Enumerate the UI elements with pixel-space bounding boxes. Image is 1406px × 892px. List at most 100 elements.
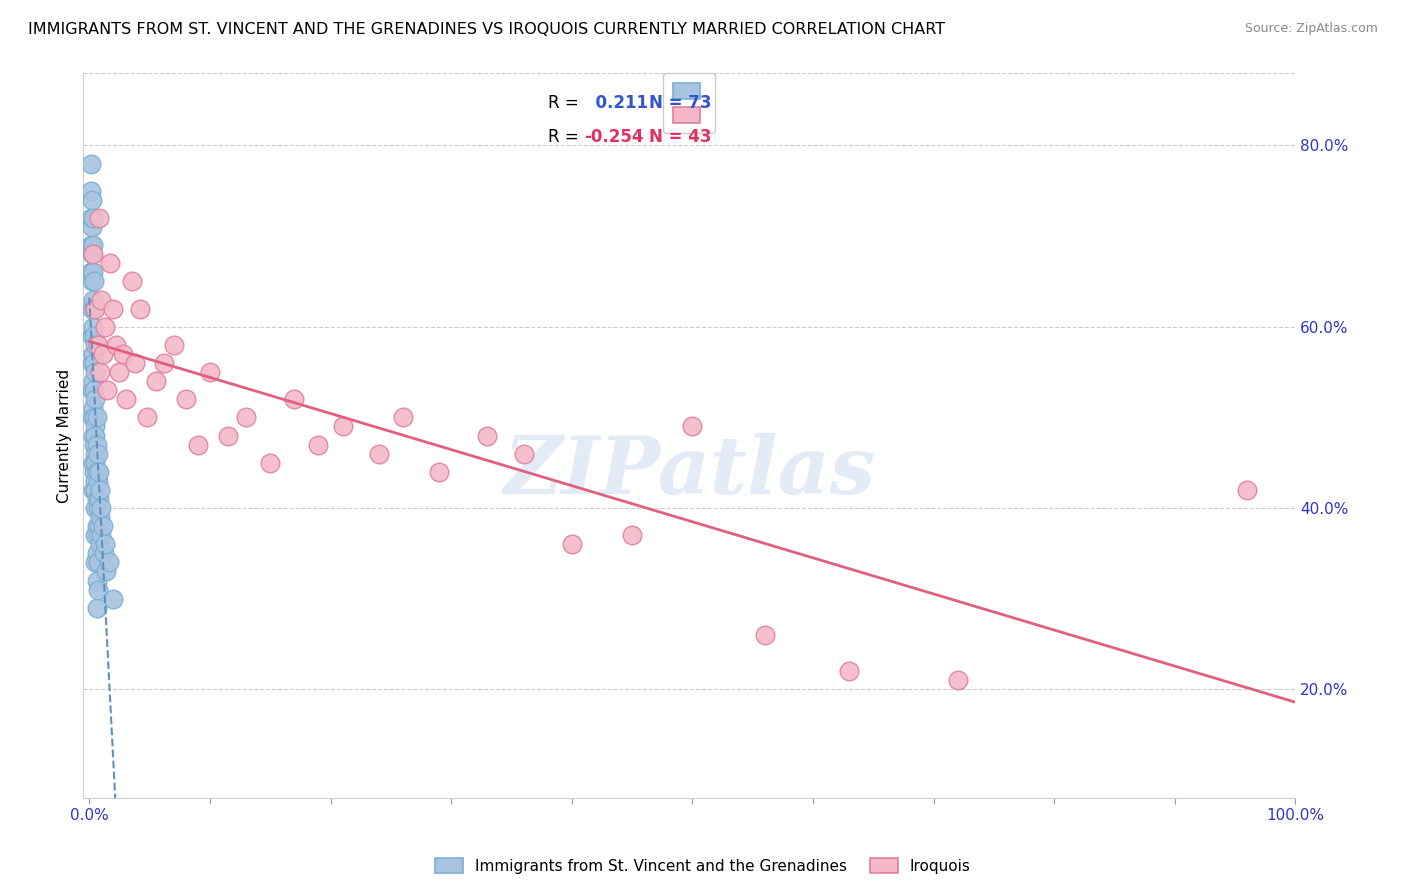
Point: [93, 546, 115, 560]
Point: [82, 347, 104, 361]
Point: [82, 428, 104, 442]
Point: [87, 519, 110, 533]
Point: [87, 447, 110, 461]
Point: [332, 419, 354, 434]
Text: Source: ZipAtlas.com: Source: ZipAtlas.com: [1244, 22, 1378, 36]
Point: [82, 483, 104, 497]
Point: [283, 392, 305, 407]
Point: [80, 193, 103, 207]
Point: [86, 491, 108, 506]
Point: [80, 301, 103, 316]
Point: [681, 419, 703, 434]
Point: [129, 301, 152, 316]
Point: [82, 401, 104, 416]
Point: [80, 275, 103, 289]
Point: [80, 383, 103, 397]
Point: [561, 537, 583, 551]
Text: N = 43: N = 43: [650, 128, 711, 145]
Point: [87, 465, 110, 479]
Point: [86, 546, 108, 560]
Point: [86, 410, 108, 425]
Point: [124, 356, 146, 370]
Point: [259, 456, 281, 470]
Point: [79, 184, 101, 198]
Point: [198, 365, 221, 379]
Point: [94, 537, 117, 551]
Point: [136, 410, 159, 425]
Point: [82, 293, 104, 307]
Point: [87, 528, 110, 542]
Point: [84, 365, 107, 379]
Point: [84, 528, 107, 542]
Point: [82, 211, 104, 225]
Text: ZIPatlas: ZIPatlas: [503, 433, 876, 510]
Point: [86, 600, 108, 615]
Text: R =: R =: [547, 95, 578, 112]
Point: [512, 447, 534, 461]
Point: [79, 265, 101, 279]
Point: [91, 347, 114, 361]
Point: [103, 301, 125, 316]
Point: [946, 673, 969, 688]
Point: [82, 319, 104, 334]
Point: [80, 247, 103, 261]
Point: [84, 456, 107, 470]
Point: [83, 383, 105, 397]
Point: [91, 519, 114, 533]
Point: [308, 437, 330, 451]
Point: [754, 628, 776, 642]
Point: [90, 528, 112, 542]
Point: [87, 582, 110, 597]
Point: [83, 465, 105, 479]
Point: [477, 428, 499, 442]
Point: [90, 501, 112, 516]
Point: [174, 392, 197, 407]
Point: [89, 365, 111, 379]
Point: [87, 556, 110, 570]
Point: [97, 556, 120, 570]
Point: [98, 256, 121, 270]
Point: [82, 456, 104, 470]
Point: [87, 474, 110, 488]
Point: [80, 328, 103, 343]
Point: [103, 591, 125, 606]
Point: [83, 437, 105, 451]
Point: [163, 338, 186, 352]
Point: [1236, 483, 1258, 497]
Point: [104, 338, 127, 352]
Point: [145, 374, 167, 388]
Point: [83, 410, 105, 425]
Point: [86, 437, 108, 451]
Point: [82, 374, 104, 388]
Point: [89, 510, 111, 524]
Point: [82, 238, 104, 252]
Point: [112, 347, 135, 361]
Point: [84, 556, 107, 570]
Point: [79, 211, 101, 225]
Point: [84, 338, 107, 352]
Text: N = 73: N = 73: [650, 95, 711, 112]
Point: [80, 410, 103, 425]
Point: [83, 275, 105, 289]
Point: [84, 474, 107, 488]
Text: R =: R =: [547, 128, 578, 145]
Point: [94, 319, 117, 334]
Point: [79, 156, 101, 170]
Point: [235, 410, 257, 425]
Point: [86, 574, 108, 588]
Point: [838, 664, 860, 678]
Legend: Immigrants from St. Vincent and the Grenadines, Iroquois: Immigrants from St. Vincent and the Gren…: [429, 852, 977, 880]
Point: [86, 519, 108, 533]
Point: [82, 247, 104, 261]
Text: -0.254: -0.254: [583, 128, 644, 145]
Point: [87, 491, 110, 506]
Point: [217, 428, 239, 442]
Point: [84, 301, 107, 316]
Y-axis label: Currently Married: Currently Married: [58, 368, 72, 502]
Point: [84, 447, 107, 461]
Point: [87, 338, 110, 352]
Point: [82, 265, 104, 279]
Point: [114, 392, 136, 407]
Point: [80, 356, 103, 370]
Point: [84, 419, 107, 434]
